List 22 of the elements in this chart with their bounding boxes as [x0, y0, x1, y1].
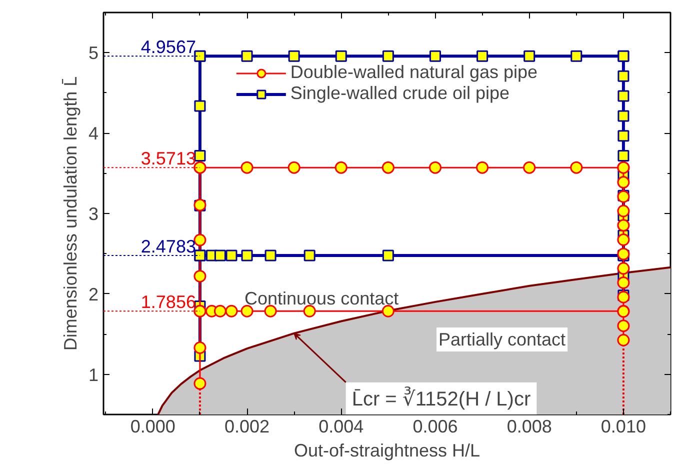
legend-label: Double-walled natural gas pipe: [290, 62, 538, 83]
annotation: L̄cr = ∛1152(H / L)cr: [352, 386, 531, 410]
legend-label: Single-walled crude oil pipe: [290, 83, 510, 104]
x-tick-label: 0.004: [318, 416, 364, 436]
x-axis-title: Out-of-straightness H/L: [294, 440, 480, 460]
x-tick-label: 0.006: [412, 416, 458, 436]
annotation: Partially contact: [438, 330, 566, 350]
ref-line-label: 4.9567: [140, 37, 196, 58]
y-tick-label: 2: [88, 284, 99, 304]
y-tick-label: 4: [88, 124, 99, 144]
x-tick-label: 0.010: [600, 416, 646, 436]
ref-line-label: 3.5713: [140, 148, 196, 169]
ref-line-label: 1.7856: [140, 292, 196, 312]
y-axis-title: Dimensionless undulation length L̄: [60, 76, 80, 351]
y-tick-label: 3: [88, 204, 99, 224]
x-tick-label: 0.002: [224, 416, 270, 436]
y-tick-label: 1: [88, 364, 99, 385]
x-tick-label: 0.000: [130, 416, 176, 436]
annotation: Continuous contact: [244, 288, 399, 308]
ref-line-label: 2.4783: [140, 236, 196, 256]
y-tick-label: 5: [88, 43, 99, 64]
x-tick-label: 0.008: [506, 416, 552, 436]
